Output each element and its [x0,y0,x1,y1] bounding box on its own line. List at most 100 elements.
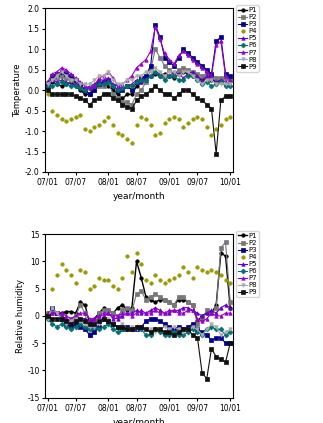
X-axis label: year/month: year/month [113,192,165,201]
P2 [195,71,199,77]
P9 [64,92,68,97]
P2 [69,316,73,321]
P2 [172,302,176,308]
P5 [167,73,171,78]
P8 [92,77,96,82]
P8 [191,73,195,78]
P4 [107,114,110,119]
P9 [78,316,82,321]
P3 [144,319,148,324]
P1 [195,319,199,324]
P9 [177,92,181,97]
P4 [116,131,120,136]
Line: P2: P2 [46,241,232,337]
P7 [224,310,227,316]
P2 [83,88,87,93]
P3 [83,327,87,332]
P1 [125,308,129,313]
P4 [92,283,96,288]
P8 [163,324,167,329]
P7 [116,84,120,89]
P9 [182,88,185,93]
P6 [219,327,223,332]
P5 [177,71,181,77]
P5 [224,302,227,308]
P3 [172,63,176,68]
P8 [78,82,82,87]
P7 [97,75,101,80]
P7 [172,61,176,66]
P1 [139,275,143,280]
P7 [182,49,185,54]
P2 [210,310,214,316]
P4 [97,275,101,280]
P6 [97,327,101,332]
P3 [149,63,152,68]
P3 [116,88,120,93]
P2 [205,308,209,313]
P8 [167,327,171,332]
P1 [158,297,162,302]
Line: P5: P5 [46,303,232,323]
P7 [46,310,49,316]
P8 [139,73,143,78]
P8 [50,77,54,82]
P8 [195,77,199,82]
P5 [219,305,223,310]
P1 [107,84,110,89]
P7 [111,313,115,319]
P7 [195,61,199,66]
P5 [210,75,214,80]
P6 [144,332,148,338]
P8 [182,69,185,74]
P3 [191,55,195,60]
P5 [177,308,181,313]
P9 [153,84,157,89]
P1 [191,302,195,308]
P1 [88,321,92,327]
P1 [228,77,232,82]
P5 [210,308,214,313]
P8 [177,73,181,78]
P5 [182,75,185,80]
P5 [64,80,68,85]
P4 [60,116,64,121]
P3 [125,324,129,329]
P9 [74,319,78,324]
P9 [167,92,171,97]
P8 [55,73,59,78]
P8 [88,82,92,87]
P1 [149,73,152,78]
P6 [177,77,181,82]
P8 [92,324,96,329]
P9 [135,98,139,103]
P8 [130,77,134,82]
P3 [163,55,167,60]
P1 [182,297,185,302]
P6 [60,80,64,85]
P4 [214,126,218,132]
P5 [92,82,96,87]
P5 [116,84,120,89]
P4 [163,121,167,126]
P2 [64,75,68,80]
P6 [172,330,176,335]
P6 [158,73,162,78]
P9 [92,321,96,327]
P1 [120,96,124,101]
P1 [102,82,106,87]
P9 [111,96,115,101]
P6 [55,82,59,87]
P5 [69,319,73,324]
P8 [60,69,64,74]
P6 [144,77,148,82]
P9 [149,330,152,335]
P4 [186,270,190,275]
P1 [125,92,129,97]
P1 [177,297,181,302]
P2 [228,77,232,82]
P7 [64,67,68,72]
P5 [167,310,171,316]
P1 [224,75,227,80]
P2 [111,92,115,97]
